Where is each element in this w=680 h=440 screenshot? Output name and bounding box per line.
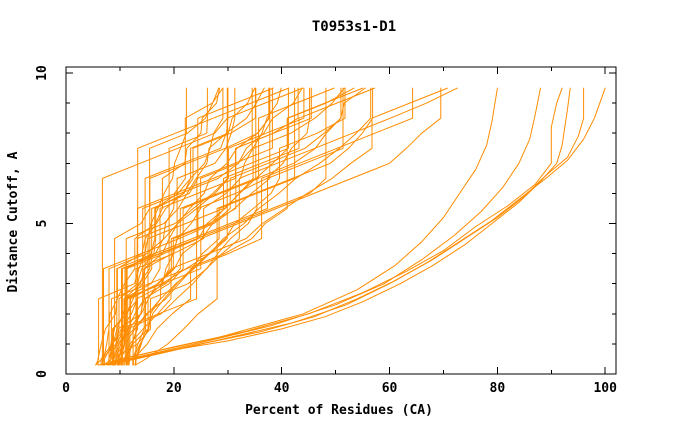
y-tick-label: 10 bbox=[35, 65, 50, 81]
model-curve-8 bbox=[101, 87, 228, 366]
x-tick-label: 60 bbox=[382, 381, 398, 396]
model-curve-37 bbox=[134, 87, 296, 366]
outlier-curve-4 bbox=[108, 87, 563, 363]
model-curve-23 bbox=[121, 87, 311, 366]
chart-title: T0953s1-D1 bbox=[312, 19, 396, 35]
model-curve-35 bbox=[103, 87, 364, 366]
x-tick-label: 100 bbox=[593, 381, 617, 396]
model-curve-46 bbox=[127, 87, 257, 366]
x-tick-label: 0 bbox=[62, 381, 70, 396]
model-curve-31 bbox=[135, 87, 374, 366]
outlier-curve-3 bbox=[108, 87, 606, 366]
plot-frame bbox=[65, 66, 617, 375]
outlier-curve-6 bbox=[119, 87, 498, 360]
model-curve-26 bbox=[108, 87, 305, 366]
x-tick-label: 20 bbox=[166, 381, 182, 396]
x-tick-label: 40 bbox=[274, 381, 290, 396]
model-curve-27 bbox=[115, 87, 342, 366]
model-curve-45 bbox=[123, 87, 375, 366]
model-curves bbox=[95, 87, 606, 366]
axes: 0 20 40 60 80 100 0 5 10 bbox=[35, 65, 617, 396]
model-curve-39 bbox=[114, 87, 344, 366]
model-curve-29 bbox=[101, 87, 271, 366]
model-curve-36 bbox=[118, 87, 312, 366]
model-curve-42 bbox=[132, 87, 414, 366]
model-curve-44 bbox=[103, 87, 304, 366]
model-curve-40 bbox=[126, 87, 458, 366]
outlier-curve-5 bbox=[114, 87, 541, 363]
model-curve-38 bbox=[132, 87, 335, 366]
y-tick-label: 0 bbox=[35, 370, 50, 378]
model-curve-18 bbox=[112, 87, 253, 366]
outlier-curve-1 bbox=[97, 87, 571, 366]
y-axis-title: Distance Cutoff, A bbox=[6, 151, 21, 292]
model-curve-41 bbox=[119, 87, 448, 366]
y-tick-label: 5 bbox=[35, 220, 50, 228]
model-curve-12 bbox=[128, 87, 274, 366]
x-axis-title: Percent of Residues (CA) bbox=[245, 403, 433, 418]
model-curve-21 bbox=[125, 87, 345, 366]
model-curve-43 bbox=[113, 87, 442, 366]
x-tick-label: 80 bbox=[490, 381, 506, 396]
